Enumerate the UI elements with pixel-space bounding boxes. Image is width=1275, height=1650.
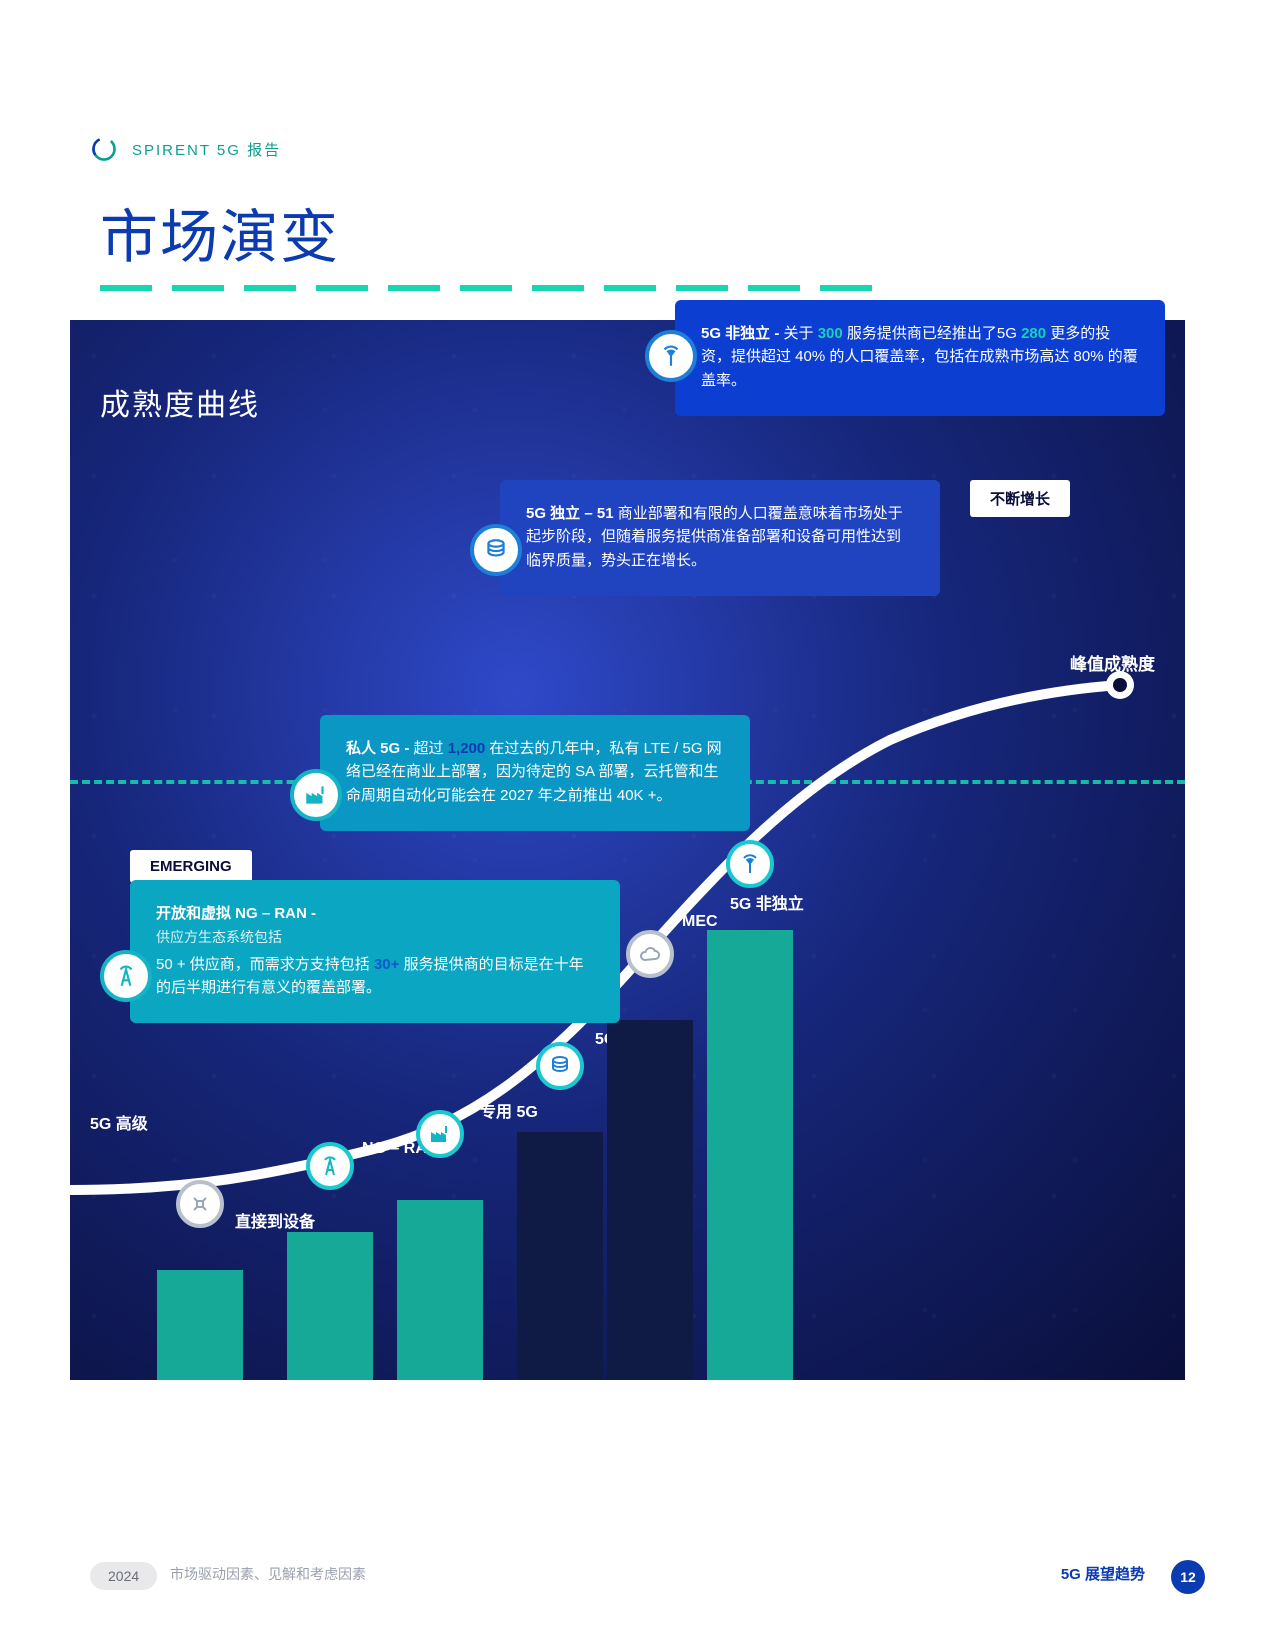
callout-private-lead: 超过: [414, 740, 444, 757]
brand-icon: [90, 135, 118, 163]
brand-text: SPIRENT 5G 报告: [132, 139, 281, 160]
antenna-icon: [726, 840, 774, 888]
callout-nsa-n1: 300: [818, 325, 843, 342]
brand-row: SPIRENT 5G 报告: [90, 135, 281, 163]
tower-icon: [100, 950, 152, 1002]
tower-icon: [306, 1142, 354, 1190]
page-number: 12: [1171, 1560, 1205, 1594]
maturity-chart: 成熟度曲线 EMERGING 不断增长 峰值成熟度 5G 高级 直接到设备NG …: [70, 320, 1185, 1380]
footer-year: 2024: [90, 1562, 157, 1590]
bar-nsa: [707, 930, 793, 1380]
point-label-d2d: 直接到设备: [235, 1208, 315, 1232]
callout-nsa: 5G 非独立 - 关于 300 服务提供商已经推出了5G 280 更多的投资，提…: [675, 300, 1165, 416]
factory-icon: [290, 769, 342, 821]
antenna-icon: [645, 330, 697, 382]
bars-layer: 直接到设备NG – RAN专用 5G5G 独立MEC5G 非独立: [70, 320, 1185, 1380]
bar-d2d: [157, 1270, 243, 1380]
callout-sa-title: 5G 独立 – 51: [526, 505, 614, 522]
bar-ngran: [287, 1232, 373, 1380]
callout-oran: 开放和虚拟 NG – RAN - 供应方生态系统包括 50 + 供应商，而需求方…: [130, 880, 620, 1023]
callout-private-n: 1,200: [448, 740, 486, 757]
stack-icon: [536, 1042, 584, 1090]
callout-oran-line1: 供应方生态系统包括: [156, 927, 594, 949]
footer-left: 市场驱动因素、见解和考虑因素: [170, 1564, 366, 1584]
callout-nsa-n2: 280: [1021, 325, 1046, 342]
callout-nsa-b: 服务提供商已经推出了5G: [847, 325, 1017, 342]
bar-sa: [517, 1132, 603, 1380]
bar-mec: [607, 1020, 693, 1380]
bar-p5g: [397, 1200, 483, 1380]
point-label-mec: MEC: [682, 913, 718, 931]
callout-private-title: 私人 5G -: [346, 740, 409, 757]
callout-private: 私人 5G - 超过 1,200 在过去的几年中，私有 LTE / 5G 网络已…: [320, 715, 750, 831]
callout-oran-lead: 50 + 供应商，而需求方支持包括: [156, 956, 370, 973]
factory-icon: [416, 1110, 464, 1158]
page-footer: 2024 市场驱动因素、见解和考虑因素 5G 展望趋势 12: [0, 1550, 1275, 1590]
cloud-icon: [626, 930, 674, 978]
callout-nsa-a: 关于: [784, 325, 814, 342]
page-title: 市场演变: [100, 190, 340, 274]
point-label-nsa: 5G 非独立: [730, 890, 804, 914]
callout-sa: 5G 独立 – 51 商业部署和有限的人口覆盖意味着市场处于起步阶段，但随着服务…: [500, 480, 940, 596]
sat-icon: [176, 1180, 224, 1228]
callout-oran-title: 开放和虚拟 NG – RAN -: [156, 902, 594, 925]
callout-nsa-title: 5G 非独立 -: [701, 325, 779, 342]
title-underline: [100, 285, 880, 291]
footer-right: 5G 展望趋势: [1061, 1563, 1145, 1584]
stack-icon: [470, 524, 522, 576]
callout-oran-n: 30+: [374, 956, 399, 973]
point-label-p5g: 专用 5G: [480, 1098, 538, 1122]
